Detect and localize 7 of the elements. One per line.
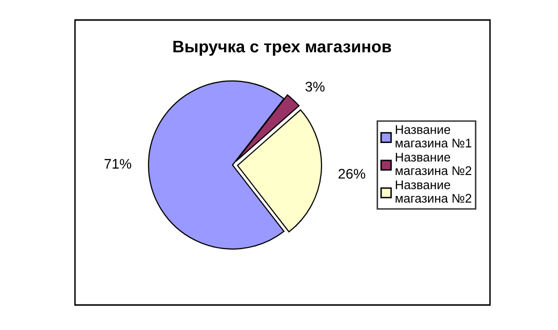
legend-label: Название магазина №2	[396, 180, 472, 203]
data-label: 71%	[104, 158, 132, 169]
data-label: 3%	[305, 82, 325, 92]
legend-label: Название магазина №2	[396, 152, 472, 176]
data-label: 26%	[338, 168, 366, 179]
legend-label: Название магазина №1	[396, 125, 472, 148]
chart-title: Выручка с трех магазинов	[173, 40, 392, 56]
